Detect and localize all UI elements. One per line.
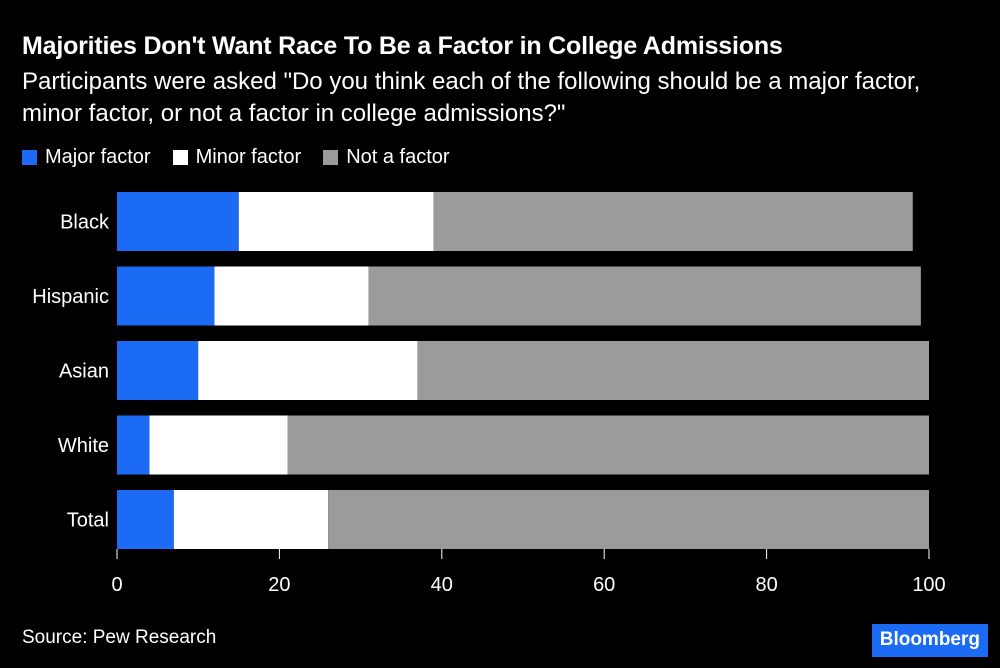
category-label: Asian <box>59 361 109 383</box>
bar-segment-major <box>117 192 239 251</box>
bar-segment-major <box>117 266 215 326</box>
legend-label-major: Major factor <box>45 146 151 168</box>
legend: Major factor Minor factor Not a factor <box>22 146 472 169</box>
bar-segment-not <box>328 490 929 549</box>
legend-label-minor: Minor factor <box>195 146 302 168</box>
bar-segment-minor <box>238 192 434 251</box>
category-label: Hispanic <box>32 286 109 308</box>
legend-item-major: Major factor <box>22 146 151 169</box>
x-tick-label: 60 <box>593 574 615 596</box>
bar-segment-not <box>433 192 913 251</box>
category-label: Black <box>60 212 110 234</box>
legend-swatch-major <box>22 150 37 165</box>
bar-segment-major <box>117 490 174 549</box>
chart-subtitle: Participants were asked "Do you think ea… <box>22 68 921 127</box>
bar-segment-not <box>287 415 929 475</box>
bar-segment-major <box>117 341 199 400</box>
bar-segment-minor <box>149 415 288 475</box>
x-tick-label: 100 <box>912 574 945 596</box>
category-label: Total <box>67 510 109 532</box>
bar-segment-not <box>417 341 929 400</box>
bar-segment-not <box>368 266 921 326</box>
bar-segment-minor <box>198 341 418 400</box>
x-tick-label: 40 <box>431 574 453 596</box>
source-note: Source: Pew Research <box>22 627 217 648</box>
legend-label-not: Not a factor <box>346 146 450 168</box>
legend-swatch-minor <box>172 150 188 165</box>
legend-swatch-not <box>323 150 339 165</box>
legend-item-not: Not a factor <box>323 146 450 169</box>
category-label: White <box>58 435 109 457</box>
bar-segment-major <box>117 415 150 475</box>
chart-title: Majorities Don't Want Race To Be a Facto… <box>22 32 783 60</box>
x-tick-label: 80 <box>755 574 777 596</box>
x-tick-label: 0 <box>111 574 122 596</box>
bloomberg-logo: Bloomberg <box>871 624 988 657</box>
bar-segment-minor <box>214 266 369 326</box>
legend-item-minor: Minor factor <box>172 146 302 169</box>
bar-segment-minor <box>173 490 329 549</box>
x-tick-label: 20 <box>268 574 290 596</box>
